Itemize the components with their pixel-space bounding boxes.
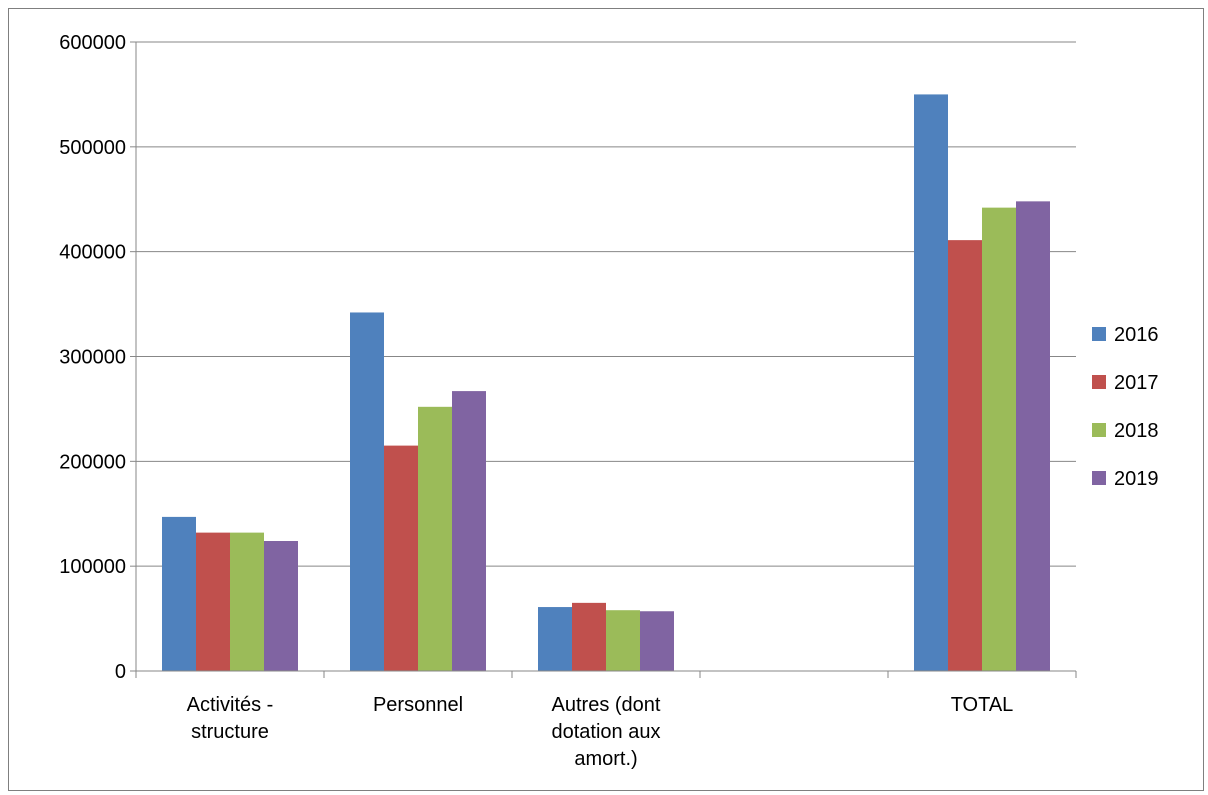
bar-2017 — [948, 240, 982, 671]
y-tick-label: 100000 — [59, 556, 126, 578]
bar-2019 — [1016, 201, 1050, 671]
bar-2019 — [640, 611, 674, 671]
bar-2016 — [350, 312, 384, 671]
x-tick-labels: Activités - structure Personnel Autres (don… — [187, 694, 1014, 770]
x-tick-label: dotation aux — [552, 721, 661, 743]
bar-2016 — [914, 94, 948, 671]
bar-2018 — [230, 533, 264, 671]
bar-2016 — [162, 517, 196, 671]
bar-2019 — [264, 541, 298, 671]
legend-swatch — [1092, 423, 1106, 437]
bars — [162, 94, 1050, 671]
x-tick-label: structure — [191, 721, 269, 743]
y-tick-labels: 0 100000 200000 300000 400000 500000 600000 — [59, 32, 126, 683]
legend-label: 2018 — [1114, 420, 1159, 442]
x-tick-label: amort.) — [574, 748, 637, 770]
x-tick-label: Activités - — [187, 694, 274, 716]
y-tick-label: 500000 — [59, 137, 126, 159]
legend-label: 2019 — [1114, 468, 1159, 490]
bar-2018 — [606, 610, 640, 671]
legend-label: 2016 — [1114, 324, 1159, 346]
legend-label: 2017 — [1114, 372, 1159, 394]
legend-swatch — [1092, 375, 1106, 389]
bar-2017 — [572, 603, 606, 671]
bar-2018 — [418, 407, 452, 671]
y-tick-label: 200000 — [59, 451, 126, 473]
bar-2017 — [196, 533, 230, 671]
y-tick-label: 600000 — [59, 32, 126, 54]
bar-2019 — [452, 391, 486, 671]
y-tick-label: 0 — [115, 661, 126, 683]
bar-2018 — [982, 208, 1016, 671]
y-tick-label: 300000 — [59, 347, 126, 369]
y-tick-label: 400000 — [59, 242, 126, 264]
x-tick-label: TOTAL — [951, 694, 1014, 716]
legend: 2016 2017 2018 2019 — [1092, 324, 1159, 490]
x-tick-label: Personnel — [373, 694, 463, 716]
bar-2017 — [384, 446, 418, 671]
legend-swatch — [1092, 327, 1106, 341]
x-tick-label: Autres (dont — [552, 694, 661, 716]
legend-swatch — [1092, 471, 1106, 485]
bar-2016 — [538, 607, 572, 671]
